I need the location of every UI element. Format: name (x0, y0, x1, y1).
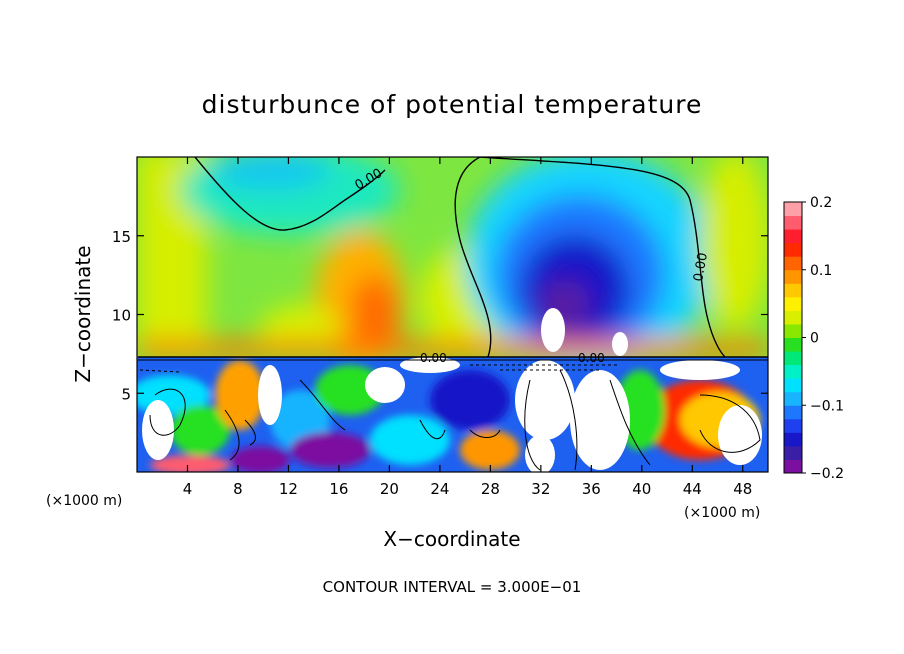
colorbar-tick-label: 0.2 (810, 195, 832, 211)
colorbar-swatch (784, 364, 802, 379)
y-tick-label: 5 (121, 385, 131, 403)
upper-field (137, 157, 768, 370)
x-tick-label: 44 (683, 480, 702, 498)
lower-field (137, 357, 768, 472)
colorbar-swatch (784, 351, 802, 366)
x-tick-label: 36 (582, 480, 601, 498)
y-axis-label: Z−coordinate (71, 245, 95, 382)
colorbar-tick-label: −0.2 (810, 466, 844, 482)
contour-lines (138, 157, 768, 471)
colorbar-tick-label: −0.1 (810, 398, 844, 414)
x-unit-label-left: (×1000 m) (46, 493, 122, 509)
colorbar-swatch (784, 391, 802, 406)
colorbar-swatch (784, 378, 802, 393)
colorbar: 0.2 0.1 0 −0.1 −0.2 (783, 195, 844, 482)
y-tick-label: 10 (112, 307, 131, 325)
x-tick-label: 28 (481, 480, 500, 498)
x-unit-label-right: (×1000 m) (684, 505, 760, 521)
x-axis: 4 8 12 16 20 24 28 32 36 40 44 48 (183, 157, 752, 498)
contour-label: 0.00 (691, 252, 711, 283)
colorbar-tick-label: 0 (810, 331, 819, 347)
colorbar-swatch (784, 310, 802, 325)
x-tick-label: 20 (380, 480, 399, 498)
contour-dashes (139, 364, 620, 373)
colorbar-swatch (784, 432, 802, 447)
colorbar-swatch (784, 256, 802, 271)
colorbar-swatch (784, 405, 802, 420)
colorbar-swatch (784, 323, 802, 338)
colorbar-swatch (784, 296, 802, 311)
colorbar-swatch (784, 283, 802, 298)
plot-area: 0.00 0.00 0.00 0.00 (137, 157, 768, 472)
y-tick-label: 15 (112, 228, 131, 246)
colorbar-swatch (784, 242, 802, 257)
x-tick-label: 40 (632, 480, 651, 498)
colorbar-swatch (784, 418, 802, 433)
chart-title: disturbunce of potential temperature (202, 90, 703, 119)
contour-interval-footer: CONTOUR INTERVAL = 3.000E−01 (323, 578, 582, 596)
colorbar-tick-label: 0.1 (810, 263, 832, 279)
colorbar-swatch (784, 269, 802, 284)
x-tick-label: 24 (430, 480, 449, 498)
colorbar-swatch (784, 229, 802, 244)
colorbar-swatch (784, 215, 802, 230)
x-tick-label: 12 (279, 480, 298, 498)
colorbar-swatch (784, 337, 802, 352)
colorbar-swatch (784, 202, 802, 217)
x-tick-label: 8 (233, 480, 243, 498)
contour-label: 0.00 (578, 351, 605, 365)
x-axis-label: X−coordinate (383, 527, 520, 551)
y-axis: 5 10 15 (112, 228, 768, 403)
x-tick-label: 32 (531, 480, 550, 498)
x-tick-label: 4 (183, 480, 193, 498)
x-tick-label: 16 (329, 480, 348, 498)
colorbar-swatch (784, 459, 802, 474)
contour-label: 0.00 (420, 351, 447, 365)
colorbar-swatch (784, 445, 802, 460)
x-tick-label: 48 (733, 480, 752, 498)
